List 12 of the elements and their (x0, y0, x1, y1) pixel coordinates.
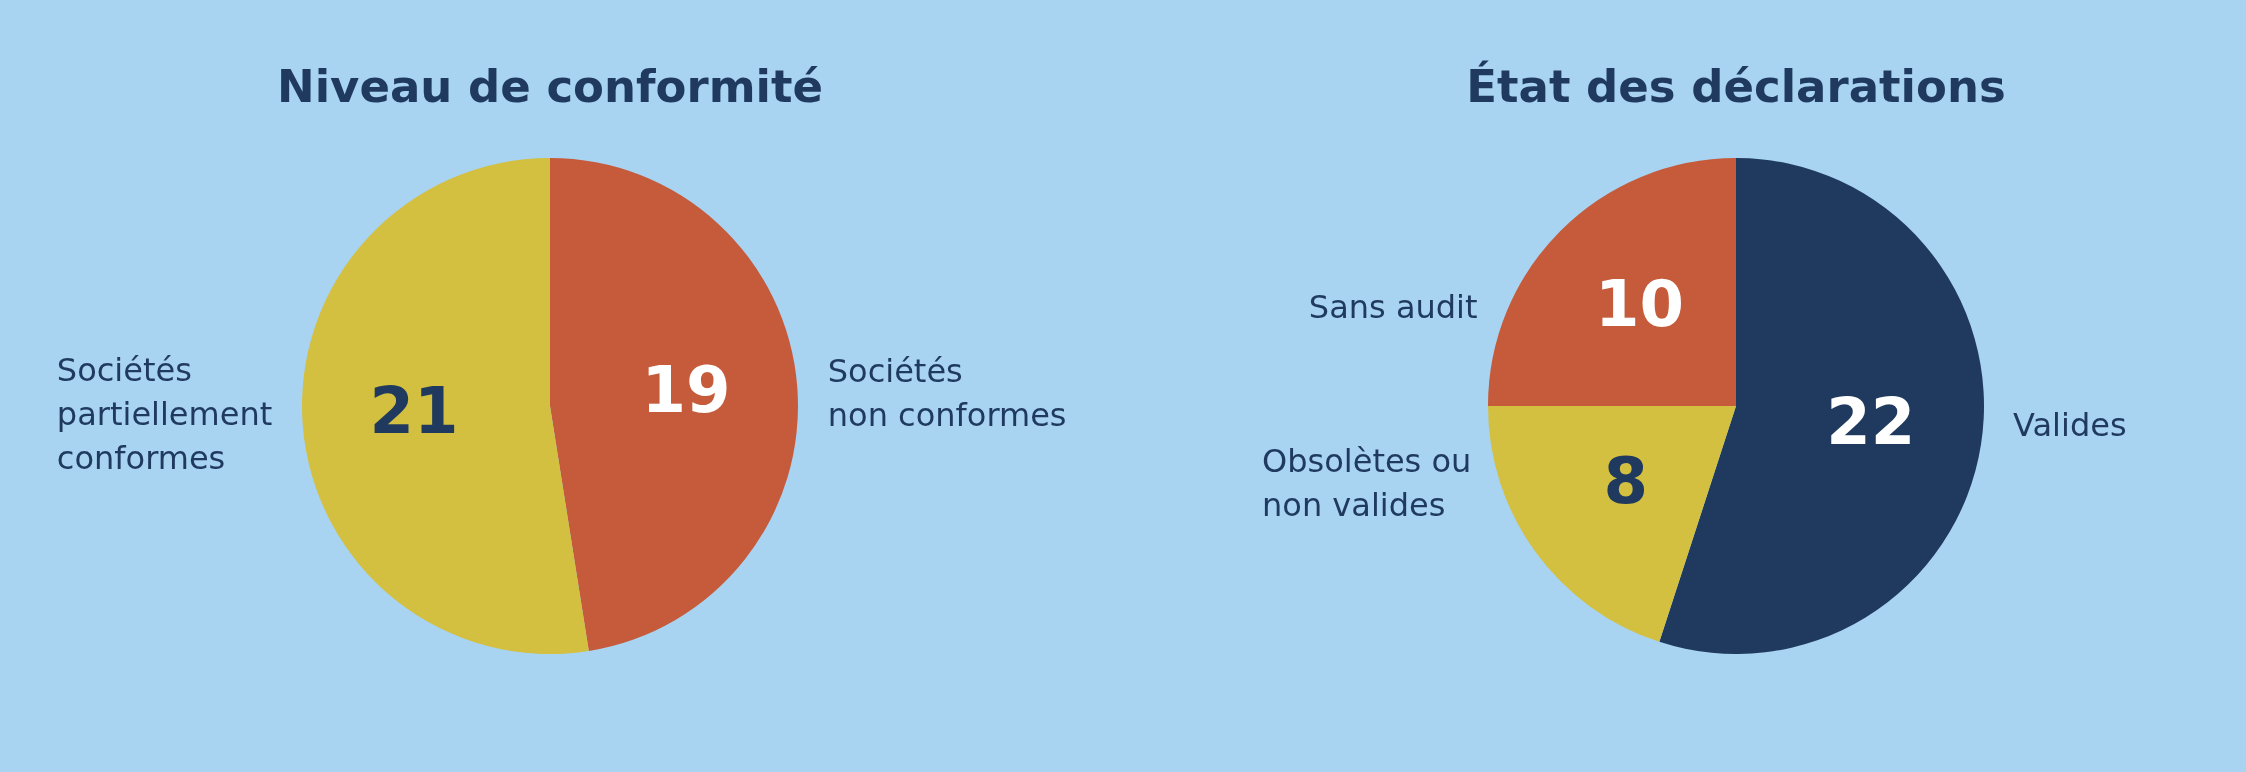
slice-label: Sans audit (1308, 287, 1478, 326)
data-label: 10 (1595, 267, 1685, 342)
data-label: 21 (369, 374, 459, 449)
data-label: 8 (1603, 443, 1648, 518)
chart-title: État des déclarations (1466, 59, 2006, 113)
slice-label: Sociétés non conformes (827, 351, 1067, 434)
slice-label: Obsolètes ou non valides (1262, 442, 1472, 525)
slice-label: Valides (2013, 405, 2127, 444)
data-label: 19 (641, 352, 731, 427)
data-label: 22 (1826, 384, 1916, 459)
slice-label: Sociétés partiellement conformes (56, 351, 273, 478)
chart-title: Niveau de conformité (276, 59, 824, 113)
